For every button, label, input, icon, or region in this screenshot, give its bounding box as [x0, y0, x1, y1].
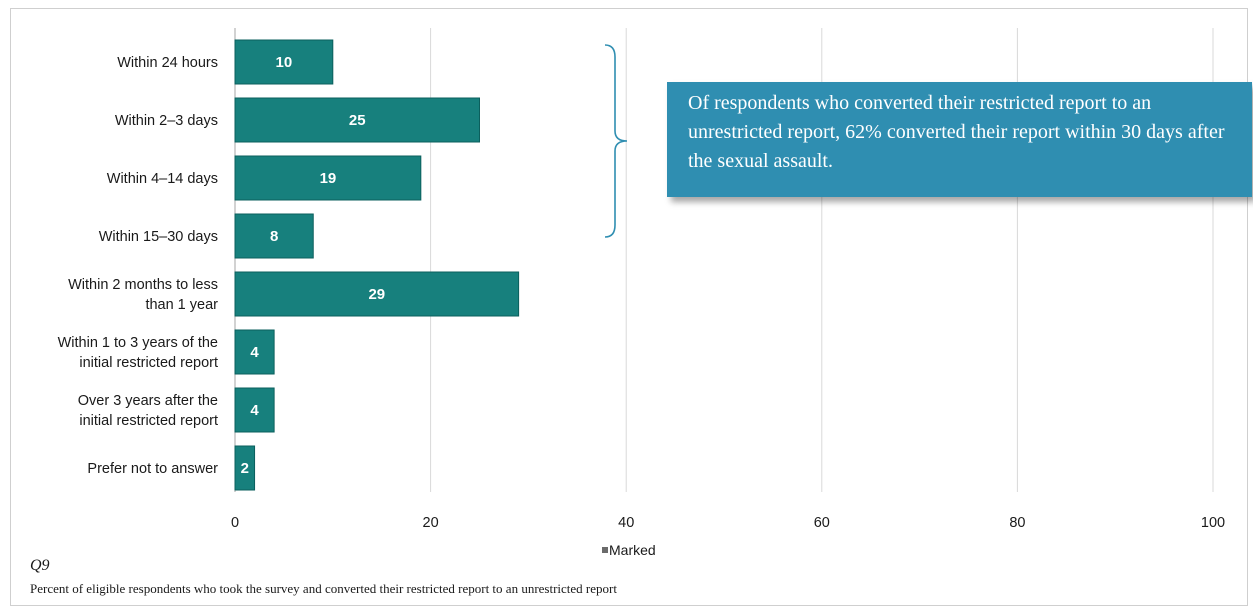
bar [234, 271, 520, 317]
category-label: Within 1 to 3 years of the [58, 335, 218, 351]
category-label: Within 4–14 days [107, 171, 218, 187]
x-tick-label: 100 [1201, 515, 1225, 531]
bar [234, 445, 256, 491]
callout-box: Of respondents who converted their restr… [667, 82, 1252, 197]
bar-value-label: 10 [276, 54, 293, 71]
category-label: Within 2 months to less [68, 277, 218, 293]
category-label: Prefer not to answer [87, 461, 218, 477]
bar-value-label: 29 [368, 286, 385, 303]
x-tick-labels: 0 20 40 60 80 100 [231, 515, 1225, 531]
legend-label: Marked [609, 542, 656, 558]
bar [234, 97, 480, 143]
bar-value-label: 4 [250, 344, 259, 361]
x-tick-label: 20 [423, 515, 439, 531]
category-labels: Within 24 hours Within 2–3 days Within 4–1… [58, 55, 219, 477]
category-label: than 1 year [145, 297, 218, 313]
bar [234, 155, 422, 201]
category-label: Within 24 hours [117, 55, 218, 71]
category-label: Within 15–30 days [99, 229, 218, 245]
x-tick-label: 40 [618, 515, 634, 531]
bar [234, 213, 314, 259]
bar [234, 387, 275, 433]
legend-swatch [602, 547, 608, 553]
category-label: Within 2–3 days [115, 113, 218, 129]
bar [234, 329, 275, 375]
category-label: initial restricted report [79, 413, 218, 429]
bars: 10 25 19 8 29 4 4 2 [234, 39, 520, 491]
bar-value-label: 2 [241, 460, 249, 477]
bracket [604, 44, 628, 238]
bar [234, 39, 334, 85]
legend: Marked [602, 542, 656, 558]
caption: Percent of eligible respondents who took… [30, 581, 617, 596]
x-tick-label: 60 [814, 515, 830, 531]
x-tick-label: 0 [231, 515, 239, 531]
bar-value-label: 4 [250, 402, 259, 419]
category-label: Over 3 years after the [78, 393, 218, 409]
callout-text: Of respondents who converted their restr… [688, 92, 1225, 172]
bar-value-label: 25 [349, 112, 366, 129]
curly-bracket [604, 44, 628, 238]
bar-value-label: 8 [270, 228, 278, 245]
question-number: Q9 [30, 557, 50, 574]
category-label: initial restricted report [79, 355, 218, 371]
bar-value-label: 19 [320, 170, 337, 187]
x-tick-label: 80 [1009, 515, 1025, 531]
